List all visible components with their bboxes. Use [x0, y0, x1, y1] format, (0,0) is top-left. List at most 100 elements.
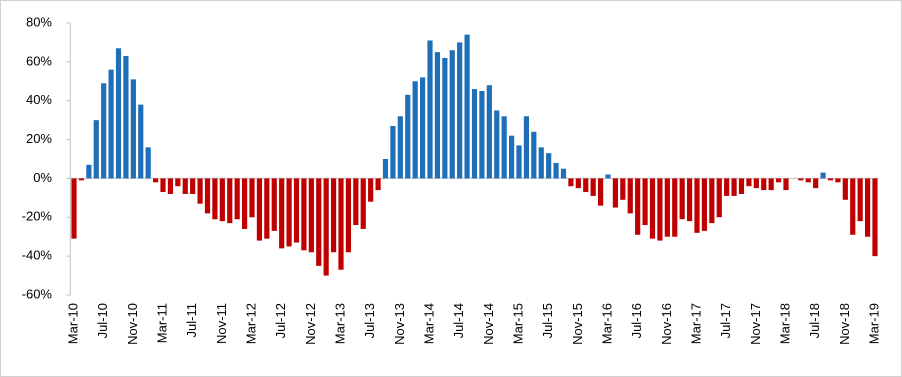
bar: [397, 116, 403, 179]
bar: [664, 178, 670, 237]
bar: [546, 153, 552, 179]
x-tick-label: Mar-19: [866, 303, 881, 344]
bar: [746, 178, 752, 187]
bar: [701, 178, 708, 231]
bar: [152, 178, 159, 183]
bar: [323, 178, 329, 276]
bar: [568, 178, 574, 187]
bar: [308, 178, 314, 253]
bar: [694, 178, 700, 233]
bar: [627, 178, 633, 214]
bar: [78, 178, 85, 181]
bar: [486, 85, 492, 179]
bar: [679, 178, 685, 220]
bar: [353, 178, 359, 226]
x-tick-label: Nov-11: [214, 303, 229, 344]
bar: [375, 178, 381, 191]
bar: [449, 50, 455, 179]
bar: [442, 57, 448, 179]
bar: [182, 178, 188, 194]
bar: [583, 178, 589, 193]
y-tick-label: 20%: [26, 131, 52, 146]
bar: [857, 178, 863, 222]
bar: [464, 34, 470, 179]
bar: [575, 178, 581, 189]
x-tick-label: Jul-13: [362, 303, 377, 338]
bar: [813, 178, 819, 189]
bar: [145, 147, 151, 179]
y-tick-label: -40%: [22, 248, 53, 263]
bar: [597, 178, 604, 206]
bar: [286, 178, 292, 247]
bar: [219, 178, 225, 222]
x-tick-label: Jul-12: [273, 303, 288, 338]
bar: [649, 178, 656, 239]
bar: [264, 178, 270, 239]
bar: [293, 178, 300, 243]
bar: [642, 178, 648, 226]
x-tick-label: Jul-17: [718, 303, 733, 338]
bar: [805, 178, 811, 183]
x-tick-label: Mar-14: [421, 303, 436, 344]
x-tick-label: Jul-10: [95, 303, 110, 338]
bar: [775, 178, 782, 183]
bar: [130, 79, 136, 179]
bar: [523, 116, 530, 179]
bar: [494, 110, 500, 179]
x-tick-label: Mar-17: [688, 303, 703, 344]
bar: [108, 69, 114, 179]
x-tick-label: Mar-13: [332, 303, 347, 344]
bar: [241, 178, 248, 229]
x-tick-label: Mar-15: [510, 303, 525, 344]
bar: [167, 178, 174, 194]
bar: [256, 178, 263, 241]
y-tick-label: 0%: [33, 170, 52, 185]
bar: [724, 178, 730, 196]
bar: [279, 178, 285, 249]
x-tick-label: Jul-18: [807, 303, 822, 338]
bar: [761, 178, 767, 191]
bar: [553, 162, 559, 179]
bar: [620, 178, 626, 200]
bar: [457, 42, 463, 179]
x-tick-label: Jul-16: [629, 303, 644, 338]
bar: [516, 145, 522, 179]
bar: [93, 120, 99, 179]
y-tick-label: -60%: [22, 286, 53, 301]
x-tick-label: Nov-16: [659, 303, 674, 345]
bar: [538, 147, 544, 179]
bar: [686, 178, 693, 222]
bar: [427, 40, 433, 179]
x-tick-label: Mar-16: [599, 303, 614, 344]
bar: [345, 178, 352, 253]
bar: [612, 178, 619, 208]
bar: [635, 178, 641, 235]
bar: [479, 91, 485, 179]
bar: [842, 178, 848, 200]
x-tick-label: Mar-12: [243, 303, 258, 344]
bar: [338, 178, 344, 270]
bar: [249, 178, 255, 218]
bar: [850, 178, 856, 235]
y-tick-label: 60%: [26, 53, 52, 68]
x-tick-label: Mar-11: [154, 303, 169, 343]
y-tick-label: 80%: [26, 14, 52, 29]
bar: [101, 83, 107, 179]
bar: [672, 178, 678, 237]
x-tick-label: Mar-10: [65, 303, 80, 344]
bar: [175, 178, 181, 187]
bar: [471, 89, 478, 179]
bar: [783, 178, 789, 191]
bar: [360, 178, 366, 229]
bar: [316, 178, 322, 266]
bar: [872, 178, 878, 257]
bar: [405, 94, 411, 179]
bar: [390, 125, 396, 179]
bar: [197, 178, 203, 204]
bar: [590, 178, 596, 196]
x-tick-label: Nov-10: [125, 303, 140, 345]
x-tick-label: Nov-13: [392, 303, 407, 345]
bar: [827, 178, 834, 181]
bar: [657, 178, 663, 241]
